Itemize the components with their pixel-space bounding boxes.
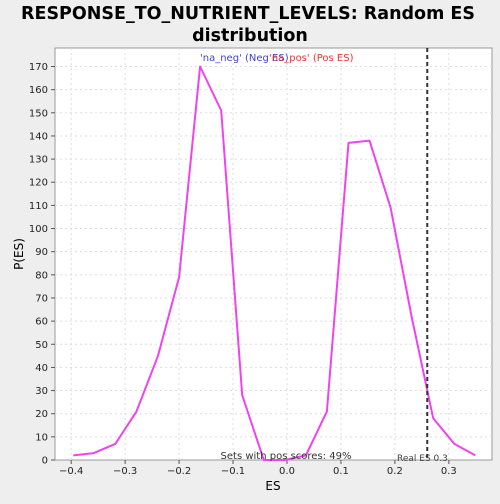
real-es-label: Real ES 0.3 [397,454,448,464]
y-tick-label: 100 [29,224,48,235]
chart-title-line-2: distribution [192,26,308,46]
x-tick-label: 0.3 [441,466,457,477]
y-tick-label: 110 [29,201,48,212]
y-axis-label: P(ES) [12,238,26,270]
pos-scores-annotation: Sets with pos scores: 49% [221,451,352,462]
y-tick-label: 80 [35,270,48,281]
y-tick-label: 120 [29,178,48,189]
y-tick-label: 150 [29,108,48,119]
y-tick-label: 140 [29,131,48,142]
y-tick-label: 30 [35,386,48,397]
y-tick-label: 70 [35,293,48,304]
chart-title-line-1: RESPONSE_TO_NUTRIENT_LEVELS: Random ES [21,4,475,24]
x-tick-label: −0.2 [167,466,191,477]
y-tick-label: 0 [42,456,48,467]
y-tick-label: 160 [29,85,48,96]
x-tick-label: −0.4 [59,466,83,477]
x-tick-label: −0.3 [113,466,137,477]
legend-entry-pos: 'na_pos' (Pos ES) [269,53,354,64]
y-tick-label: 90 [35,247,48,258]
y-tick-label: 130 [29,155,48,166]
y-tick-label: 40 [35,363,48,374]
x-tick-label: 0.2 [387,466,403,477]
x-tick-label: 0.1 [333,466,349,477]
y-tick-label: 60 [35,317,48,328]
y-tick-label: 10 [35,432,48,443]
x-axis-label: ES [265,479,280,493]
x-tick-label: 0.0 [279,466,295,477]
y-tick-label: 20 [35,409,48,420]
y-tick-label: 170 [29,62,48,73]
y-tick-label: 50 [35,340,48,351]
x-tick-label: −0.1 [221,466,245,477]
